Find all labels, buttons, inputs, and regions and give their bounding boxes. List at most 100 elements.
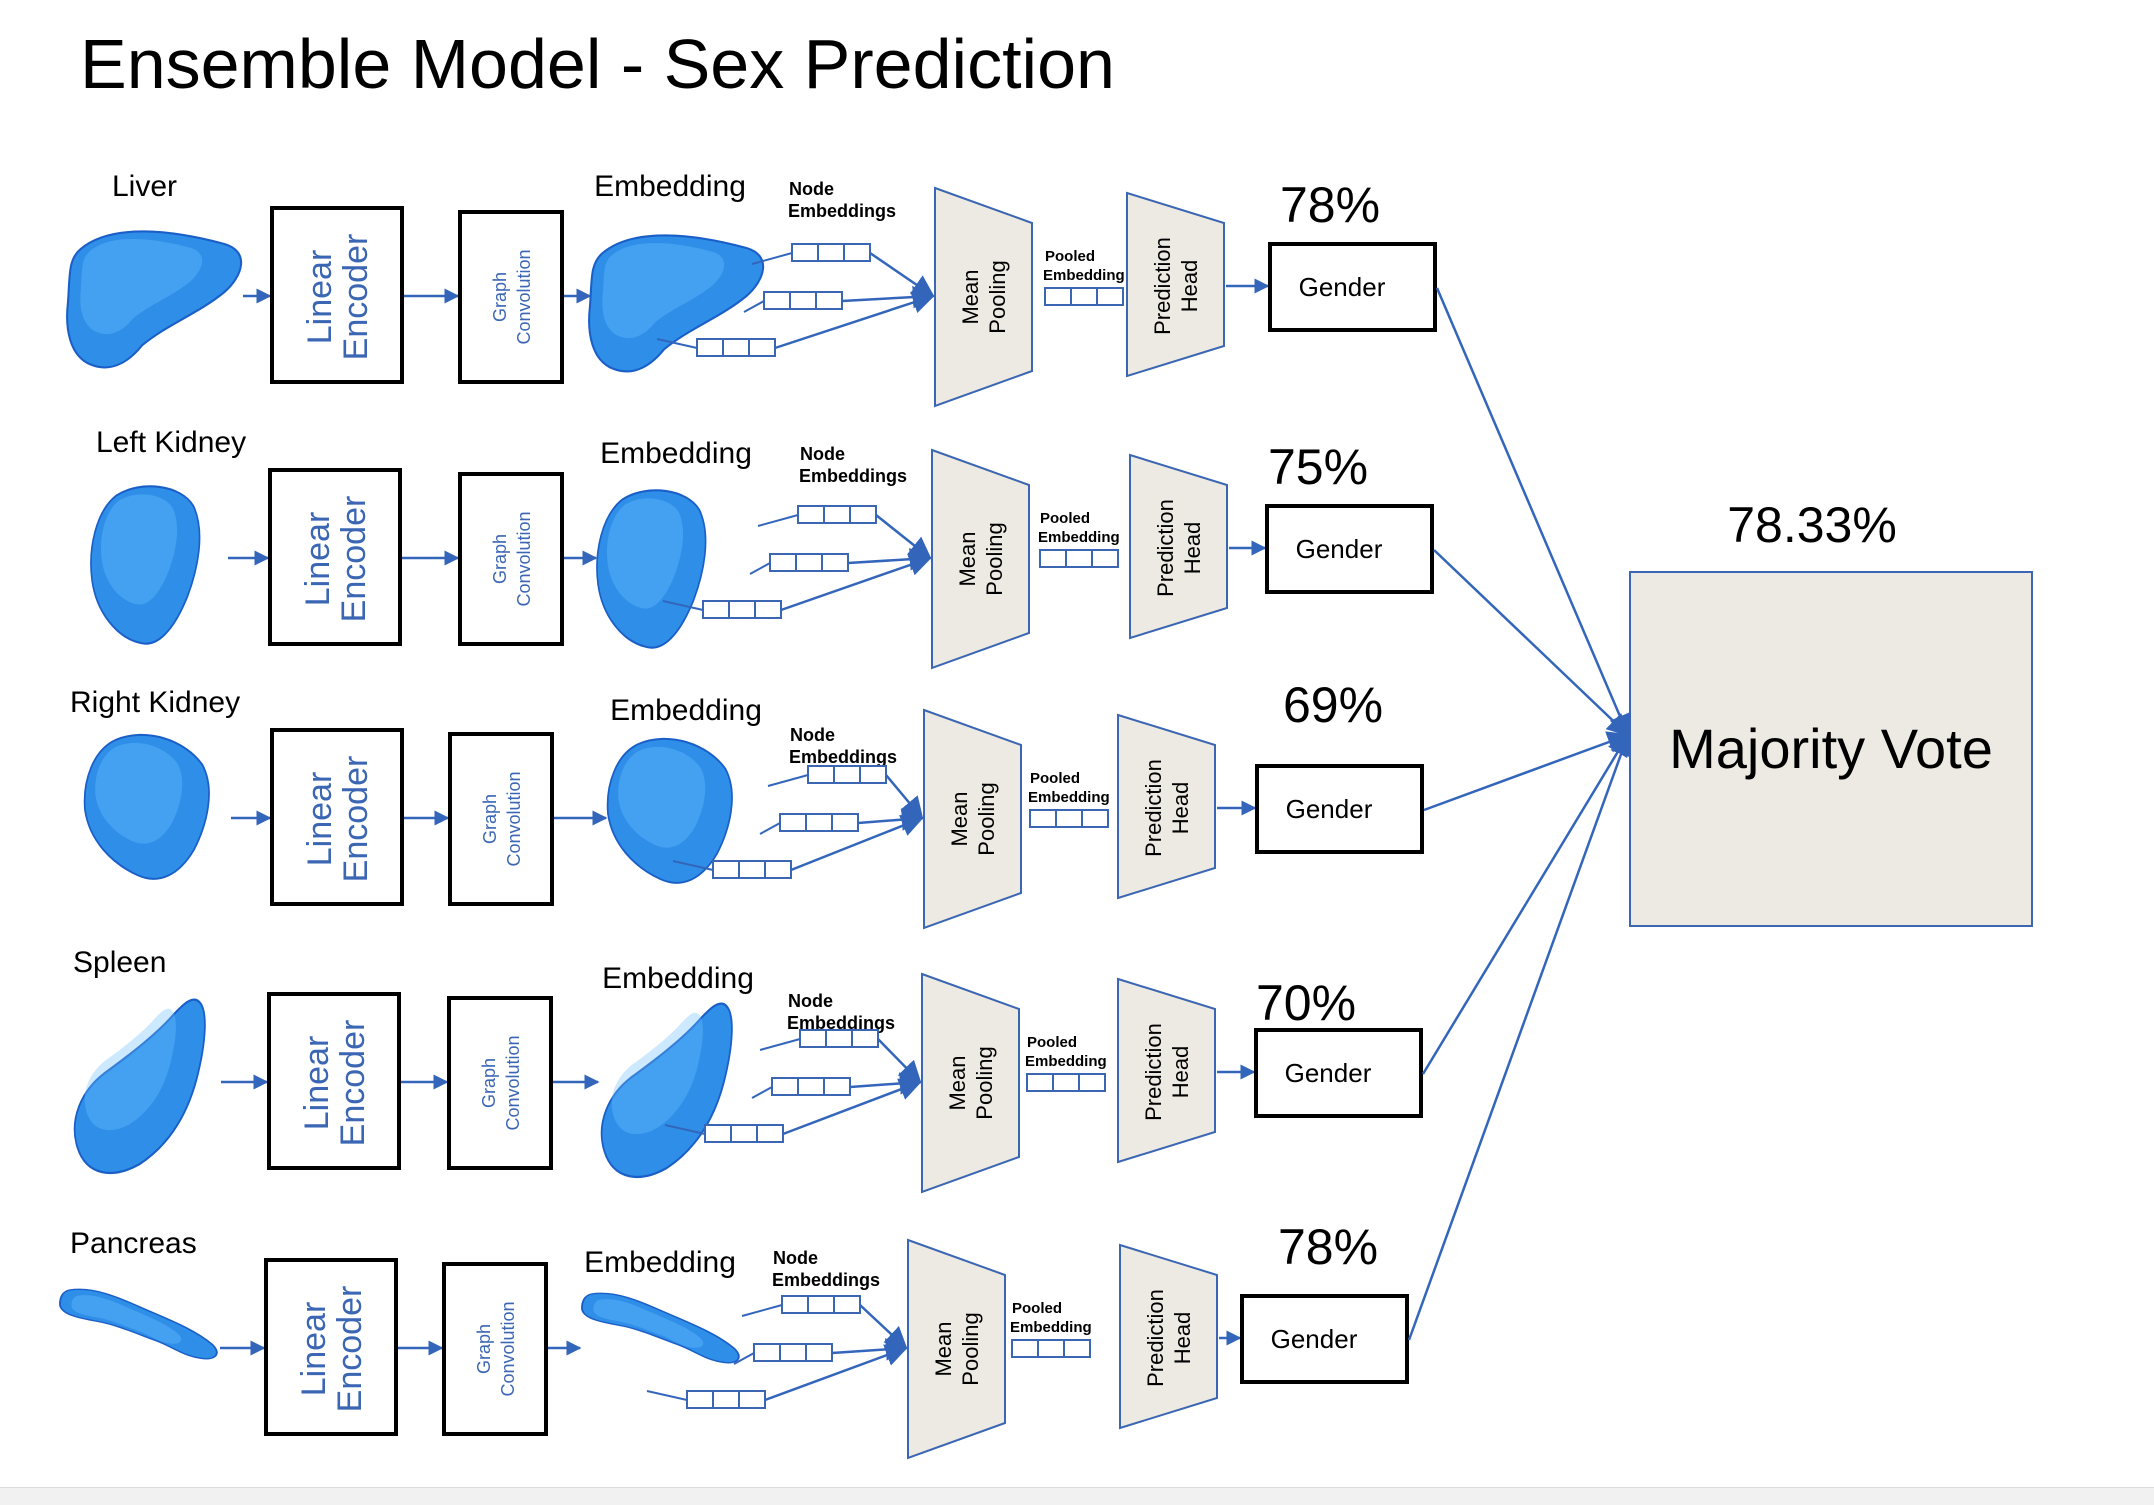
vector-cell	[805, 813, 833, 832]
mean-pooling-block	[931, 448, 1030, 670]
pooled-embedding-label-line1: Pooled	[1012, 1300, 1062, 1317]
organ-accuracy: 78%	[1278, 1219, 1378, 1275]
linear-encoder-label-line1: Linear	[301, 250, 339, 345]
mean-pooling-label-line1: Mean	[955, 531, 980, 586]
organ-accuracy: 78%	[1280, 177, 1380, 233]
vector-input-line	[759, 1038, 801, 1051]
vector-cell	[738, 1390, 766, 1409]
organ-mesh-icon	[59, 1288, 218, 1360]
node-embeddings-label-line1: Node	[789, 179, 834, 199]
organ-label: Right Kidney	[70, 686, 240, 719]
vector-cell	[1011, 1339, 1039, 1358]
vector-cell	[763, 291, 791, 310]
prediction-head-label-line1: Prediction	[1150, 237, 1175, 335]
pooled-embedding-label-line1: Pooled	[1045, 248, 1095, 265]
node-embedding-vector	[656, 291, 936, 357]
vector-input-line	[733, 1352, 755, 1365]
vote-connector	[1421, 733, 1630, 1075]
graph-conv-label-line2: Convolution	[514, 511, 534, 606]
prediction-head-label-line1: Prediction	[1141, 759, 1166, 857]
linear-encoder-box	[267, 992, 401, 1170]
vector-input-line	[749, 562, 771, 575]
graph-convolution-box	[442, 1262, 548, 1436]
vote-connector	[1407, 732, 1632, 1341]
vector-cell	[769, 553, 797, 572]
organ-accuracy: 70%	[1256, 975, 1356, 1031]
gender-output-label: Gender	[1286, 794, 1373, 824]
organ-mesh-icon	[73, 998, 206, 1175]
arrow-to-mean-pooling	[859, 1304, 908, 1350]
vote-connector	[1435, 287, 1631, 738]
vector-cell	[851, 1029, 879, 1048]
prediction-head-block	[1126, 191, 1225, 378]
vector-cell	[1055, 809, 1083, 828]
graph-convolution-box	[448, 732, 554, 906]
organ-mesh-icon	[66, 230, 243, 369]
mean-pooling-label-line1: Mean	[947, 791, 972, 846]
linear-encoder-box	[270, 206, 404, 384]
organ-label: Spleen	[73, 946, 166, 979]
vector-cell	[712, 1390, 740, 1409]
embedding-mesh-body	[581, 1292, 740, 1364]
node-embedding-vector	[749, 548, 933, 575]
vector-input-line	[743, 300, 765, 313]
arrow-to-mean-pooling	[780, 554, 933, 612]
vector-cell	[1063, 1339, 1091, 1358]
vector-cell	[833, 765, 861, 784]
gender-output-box	[1265, 504, 1434, 594]
pooled-embedding-label-line1: Pooled	[1040, 510, 1090, 527]
vector-cell	[1065, 549, 1093, 568]
organ-mesh-body	[66, 230, 243, 369]
gender-output-box	[1255, 764, 1424, 854]
vector-input-line	[656, 338, 698, 349]
linear-encoder-label-line2: Encoder	[331, 1286, 369, 1413]
vector-cell	[728, 600, 756, 619]
vector-cell	[771, 1077, 799, 1096]
graph-conv-label-line1: Graph	[479, 1058, 499, 1108]
node-embedding-vector	[767, 765, 924, 820]
mean-pooling-label: Mean Pooling	[958, 260, 1010, 333]
vector-cell	[686, 1390, 714, 1409]
organ-accuracy: 75%	[1268, 439, 1368, 495]
graph-convolution-label: Graph Convolution	[480, 771, 524, 866]
organ-mesh-icon	[90, 485, 201, 645]
pooled-embedding-vector	[1044, 287, 1124, 306]
vote-connector	[1423, 731, 1631, 812]
vector-cell	[825, 1029, 853, 1048]
vector-cell	[843, 243, 871, 262]
embedding-label: Embedding	[600, 437, 752, 470]
embedding-mesh-highlight	[607, 498, 684, 609]
graph-conv-label-line2: Convolution	[514, 249, 534, 344]
vector-cell	[696, 338, 724, 357]
vector-cell	[797, 1077, 825, 1096]
linear-encoder-label-line1: Linear	[298, 1036, 336, 1131]
vector-cell	[859, 765, 887, 784]
node-embedding-vector	[759, 808, 925, 835]
mean-pooling-label: Mean Pooling	[955, 522, 1007, 595]
prediction-head-label-line2: Head	[1168, 1046, 1193, 1099]
node-embeddings-label-line2: Embeddings	[787, 1013, 895, 1033]
organ-mesh-highlight	[80, 238, 203, 335]
node-embedding-vector	[662, 554, 933, 619]
vector-cell	[722, 338, 750, 357]
arrow-to-mean-pooling	[782, 1078, 923, 1136]
arrow-to-mean-pooling	[875, 514, 932, 560]
embedding-mesh-icon	[600, 1002, 733, 1179]
node-embeddings-label-line2: Embeddings	[772, 1270, 880, 1290]
vector-cell	[764, 860, 792, 879]
graph-conv-label-line1: Graph	[474, 1324, 494, 1374]
embedding-mesh-body	[606, 737, 733, 884]
node-embedding-vector	[757, 505, 932, 560]
node-embeddings-label-line1: Node	[800, 444, 845, 464]
node-embedding-vector	[672, 815, 925, 879]
graph-convolution-label: Graph Convolution	[474, 1301, 518, 1396]
vector-cell	[712, 860, 740, 879]
page-title: Ensemble Model - Sex Prediction	[80, 25, 1115, 103]
prediction-head-block	[1119, 1243, 1218, 1430]
vector-cell	[754, 600, 782, 619]
